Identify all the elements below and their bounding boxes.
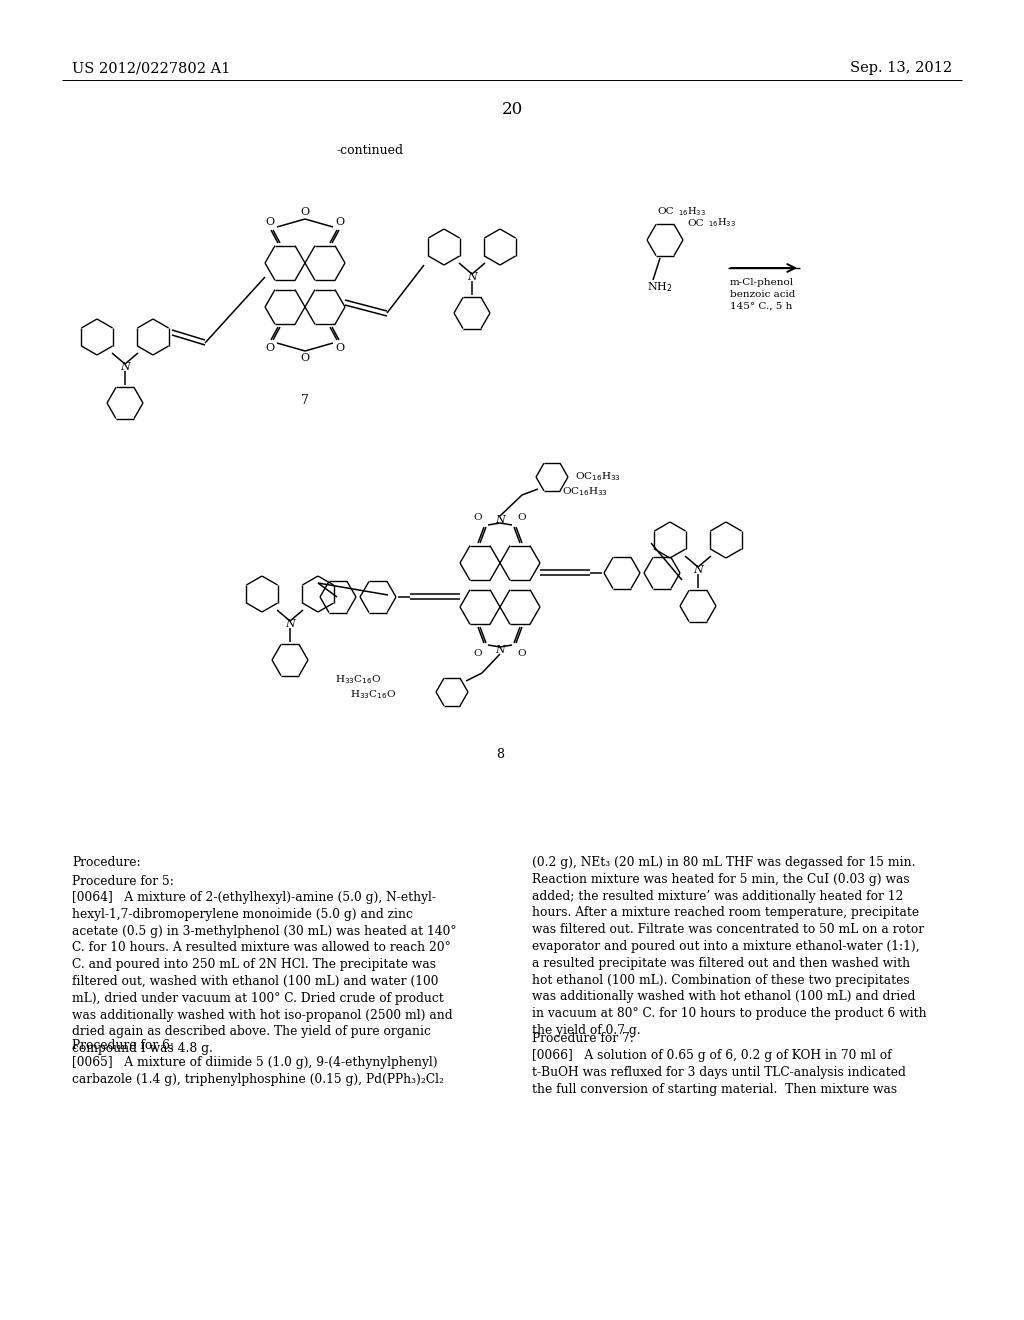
Text: (0.2 g), NEt₃ (20 mL) in 80 mL THF was degassed for 15 min.
Reaction mixture was: (0.2 g), NEt₃ (20 mL) in 80 mL THF was d… — [532, 855, 927, 1038]
Text: m-Cl-phenol: m-Cl-phenol — [730, 279, 795, 286]
Text: O: O — [474, 512, 482, 521]
Text: H$_{33}$C$_{16}$O: H$_{33}$C$_{16}$O — [335, 673, 381, 686]
Text: NH$_2$: NH$_2$ — [647, 280, 673, 294]
Text: [0066]   A solution of 0.65 g of 6, 0.2 g of KOH in 70 ml of
t-BuOH was refluxed: [0066] A solution of 0.65 g of 6, 0.2 g … — [532, 1049, 906, 1096]
Text: O: O — [518, 648, 526, 657]
Text: 8: 8 — [496, 748, 504, 762]
Text: 7: 7 — [301, 393, 309, 407]
Text: 20: 20 — [502, 102, 522, 119]
Text: Sep. 13, 2012: Sep. 13, 2012 — [850, 61, 952, 75]
Text: OC$_{16}$H$_{33}$: OC$_{16}$H$_{33}$ — [575, 471, 621, 483]
Text: OC: OC — [657, 207, 674, 216]
Text: H$_{33}$C$_{16}$O: H$_{33}$C$_{16}$O — [350, 689, 396, 701]
Text: OC$_{16}$H$_{33}$: OC$_{16}$H$_{33}$ — [562, 486, 608, 499]
Text: O: O — [474, 648, 482, 657]
Text: OC: OC — [687, 219, 703, 227]
Text: 145° C., 5 h: 145° C., 5 h — [730, 302, 793, 312]
Text: benzoic acid: benzoic acid — [730, 290, 796, 300]
Text: Procedure for 6:: Procedure for 6: — [72, 1039, 174, 1052]
Text: Procedure for 5:: Procedure for 5: — [72, 875, 174, 888]
Text: O: O — [518, 512, 526, 521]
Text: [0064]   A mixture of 2-(ethylhexyl)-amine (5.0 g), N-ethyl-
hexyl-1,7-dibromope: [0064] A mixture of 2-(ethylhexyl)-amine… — [72, 891, 457, 1055]
Text: Procedure:: Procedure: — [72, 855, 140, 869]
Text: $_{16}$H$_{33}$: $_{16}$H$_{33}$ — [708, 216, 736, 230]
Text: US 2012/0227802 A1: US 2012/0227802 A1 — [72, 61, 230, 75]
Text: N: N — [120, 362, 130, 372]
Text: N: N — [693, 565, 702, 576]
Text: O: O — [300, 207, 309, 216]
Text: N: N — [496, 515, 505, 525]
Text: -continued: -continued — [337, 144, 403, 157]
Text: O: O — [265, 216, 274, 227]
Text: [0065]   A mixture of diimide 5 (1.0 g), 9-(4-ethynylphenyl)
carbazole (1.4 g), : [0065] A mixture of diimide 5 (1.0 g), 9… — [72, 1056, 444, 1086]
Text: O: O — [265, 343, 274, 352]
Text: N: N — [496, 645, 505, 655]
Text: Procedure for 7:: Procedure for 7: — [532, 1032, 634, 1045]
Text: O: O — [336, 216, 344, 227]
Text: O: O — [336, 343, 344, 352]
Text: N: N — [467, 272, 477, 282]
Text: N: N — [285, 619, 295, 630]
Text: $_{16}$H$_{33}$: $_{16}$H$_{33}$ — [678, 206, 706, 218]
Text: O: O — [300, 352, 309, 363]
